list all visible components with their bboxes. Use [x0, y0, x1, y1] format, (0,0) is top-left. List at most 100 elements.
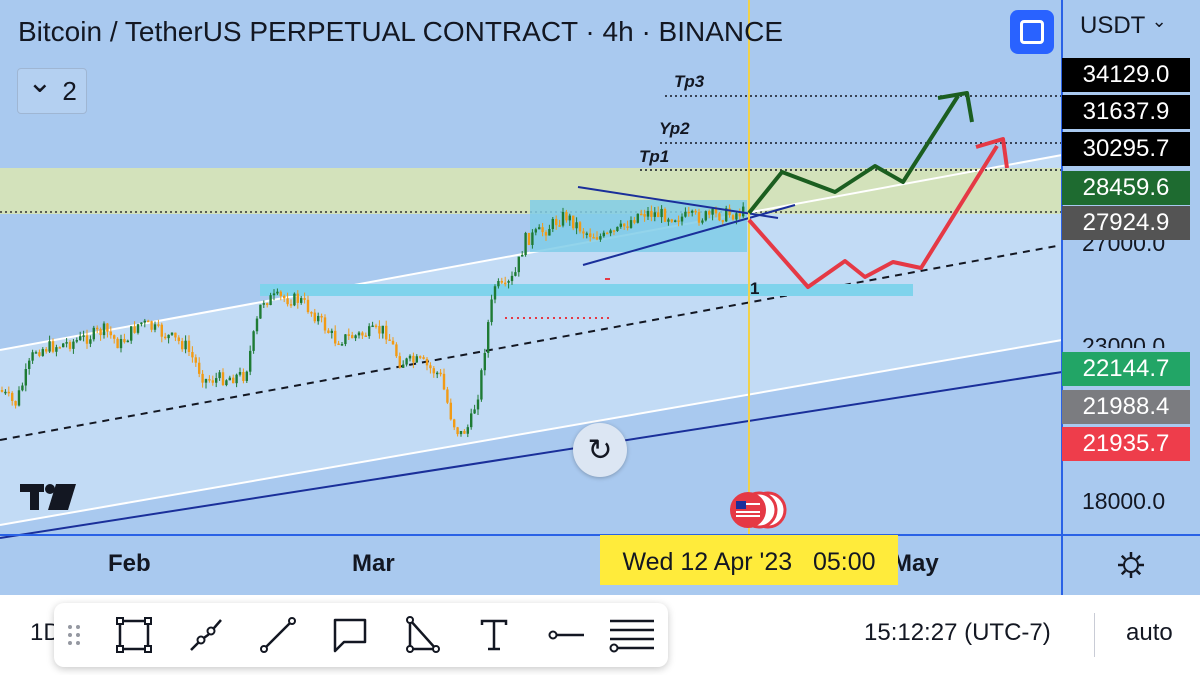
yp2-label[interactable]: Yp2	[659, 119, 690, 138]
bullish-arrow-head	[937, 91, 974, 123]
path-tool-button[interactable]	[180, 611, 232, 659]
candle-body	[507, 281, 510, 283]
rectangle-tool-button[interactable]	[108, 611, 160, 659]
point-one-label[interactable]: 1	[750, 279, 759, 298]
indicator-count: 2	[62, 75, 77, 106]
candle-body	[119, 339, 123, 349]
candle-body	[687, 211, 690, 214]
trendline-tool-button[interactable]	[252, 611, 304, 659]
candle-body	[412, 355, 415, 363]
auto-scale-toggle[interactable]: auto	[1126, 619, 1173, 646]
candle-body	[79, 336, 82, 341]
channel-lower-line[interactable]	[0, 339, 1063, 526]
candle-body	[446, 389, 449, 403]
chart-canvas[interactable]: Tp3 Yp2 Tp1 1	[0, 0, 1200, 595]
callout-tool-button[interactable]	[324, 611, 376, 659]
candle-body	[283, 295, 286, 299]
collapse-indicators-button[interactable]: ⌄ 2	[17, 68, 87, 114]
candle-body	[636, 213, 639, 223]
candle-body	[28, 360, 31, 370]
tradingview-logo-icon	[20, 484, 76, 510]
gear-icon[interactable]	[1116, 550, 1146, 580]
channel-midline[interactable]	[0, 244, 1063, 441]
candle-body	[735, 213, 738, 220]
candle-body	[436, 372, 439, 375]
candle-body	[629, 220, 633, 228]
chart-area[interactable]: Tp3 Yp2 Tp1 1 Bitcoin / TetherUS PERPETU…	[0, 0, 1200, 595]
clock-timezone[interactable]: 15:12:27 (UTC-7)	[864, 619, 1051, 646]
candle-body	[640, 213, 643, 216]
candle-body	[21, 385, 24, 391]
wedge-upper-line[interactable]	[577, 186, 779, 219]
candle-body	[31, 352, 34, 361]
candle-body	[476, 399, 480, 410]
candle-body	[670, 219, 673, 222]
support-zone[interactable]	[260, 284, 913, 296]
candle-body	[130, 326, 133, 341]
candle-body	[405, 358, 408, 365]
candle-body	[510, 275, 514, 282]
candle-body	[41, 349, 44, 356]
candle-body	[364, 335, 367, 337]
candlestick-series	[0, 202, 745, 438]
bearish-projection-path[interactable]	[747, 144, 999, 289]
candle-body	[72, 341, 75, 349]
candle-body	[463, 430, 466, 434]
tp1-label[interactable]: Tp1	[639, 147, 669, 166]
triangle-tool-button[interactable]	[396, 611, 448, 659]
text-tool-button[interactable]	[468, 611, 520, 659]
candle-body	[228, 377, 231, 381]
chevron-down-icon: ⌄	[27, 66, 53, 99]
fullscreen-button[interactable]	[1010, 10, 1054, 54]
candle-body	[174, 332, 177, 338]
candle-body	[211, 380, 214, 383]
candle-body	[626, 226, 629, 228]
candle-body	[170, 332, 174, 335]
path-icon	[190, 619, 222, 651]
tp3-label[interactable]: Tp3	[674, 72, 705, 91]
long-trendline[interactable]	[0, 371, 1063, 539]
horizontal-line-tool-button[interactable]	[540, 611, 592, 659]
candle-body	[75, 340, 78, 342]
candle-body	[500, 280, 503, 283]
bullish-projection-path[interactable]	[747, 94, 960, 215]
candle-body	[663, 208, 667, 222]
candle-body	[378, 326, 381, 334]
candle-body	[126, 340, 129, 343]
candle-body	[293, 293, 296, 306]
candle-body	[123, 339, 126, 343]
candle-body	[102, 323, 106, 336]
price-tag-tp3: 34129.0	[1062, 58, 1190, 92]
candle-body	[58, 347, 61, 349]
candle-body	[313, 312, 316, 322]
currency-selector[interactable]: USDT ⌄	[1080, 11, 1167, 40]
candle-body	[116, 338, 119, 349]
candle-body	[391, 340, 395, 345]
candle-body	[725, 208, 728, 222]
fib-tool-button[interactable]	[606, 611, 658, 659]
candle-body	[728, 208, 731, 216]
drag-handle-icon[interactable]	[66, 623, 82, 647]
candle-body	[742, 206, 745, 217]
candle-body	[419, 356, 422, 358]
candle-body	[466, 427, 469, 434]
price-tag-yp2: 31637.9	[1062, 95, 1190, 129]
channel-upper-line[interactable]	[0, 154, 1063, 351]
fib-retracement-icon	[609, 619, 654, 653]
candle-body	[361, 332, 364, 336]
candle-body	[133, 326, 136, 333]
us-economic-events-flag-icon[interactable]	[728, 490, 788, 530]
candle-body	[473, 409, 476, 414]
reset-chart-button[interactable]: ↻	[573, 423, 627, 477]
candle-body	[177, 337, 180, 342]
candle-body	[14, 400, 17, 406]
candle-body	[548, 229, 551, 236]
candle-body	[602, 232, 605, 237]
candle-body	[11, 392, 14, 401]
price-tag-tp1: 30295.7	[1062, 132, 1190, 166]
bearish-arrow-head	[975, 137, 1009, 169]
consolidation-box[interactable]	[530, 200, 747, 252]
wedge-lower-line[interactable]	[582, 204, 796, 266]
candle-body	[153, 324, 157, 330]
refresh-icon: ↻	[587, 433, 613, 467]
